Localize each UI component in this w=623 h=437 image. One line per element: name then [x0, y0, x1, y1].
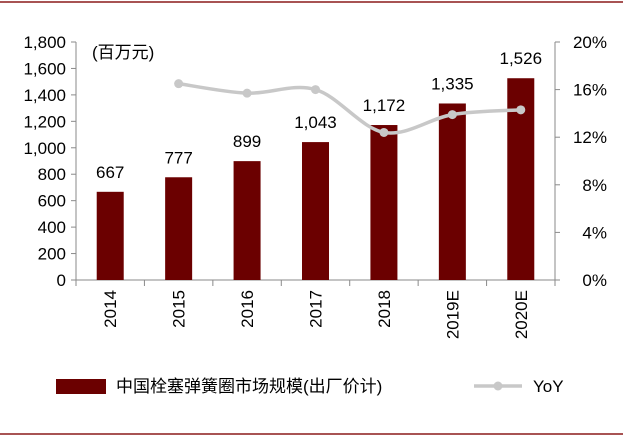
right-tick-label: 16%	[573, 81, 607, 100]
yoy-point	[174, 79, 184, 89]
bar-value-label: 1,335	[431, 74, 474, 93]
left-tick-label: 0	[57, 271, 66, 290]
bar-value-label: 777	[164, 148, 192, 167]
x-tick-label: 2017	[307, 290, 326, 328]
left-tick-label: 1,200	[23, 112, 66, 131]
x-tick-label: 2015	[170, 290, 189, 328]
left-tick-label: 800	[38, 165, 66, 184]
left-tick-label: 1,800	[23, 33, 66, 52]
left-tick-label: 200	[38, 245, 66, 264]
right-tick-label: 0%	[582, 271, 607, 290]
yoy-line-series	[174, 79, 526, 137]
left-tick-label: 400	[38, 218, 66, 237]
right-tick-label: 12%	[573, 128, 607, 147]
yoy-point	[447, 110, 457, 120]
legend-line-marker	[493, 381, 503, 391]
bar	[370, 125, 398, 280]
legend-line-label: YoY	[533, 377, 564, 396]
bar	[302, 142, 329, 280]
bar	[438, 103, 466, 280]
x-axis-ticks: 2014 2015 2016 2017 2018 2019E 2020E	[75, 280, 556, 339]
bar	[165, 177, 193, 280]
unit-label: (百万元)	[92, 43, 154, 62]
right-tick-label: 4%	[582, 223, 607, 242]
x-tick-label: 2020E	[512, 290, 531, 339]
legend-bar-label: 中国栓塞弹簧圈市场规模(出厂价计)	[116, 377, 382, 396]
yoy-point	[516, 105, 526, 115]
yoy-point	[311, 85, 320, 95]
left-axis-ticks: 0 200 400 600 800 1,000 1,200 1,400 1,600 1,800	[23, 33, 76, 290]
right-tick-label: 8%	[582, 176, 607, 195]
right-axis-ticks: 0% 4% 8% 12% 16% 20%	[555, 33, 607, 290]
left-tick-label: 600	[38, 192, 66, 211]
yoy-point	[242, 88, 252, 98]
right-tick-label: 20%	[573, 33, 607, 52]
x-tick-label: 2019E	[443, 290, 462, 339]
bar-value-label: 1,526	[500, 49, 543, 68]
bar-value-label: 1,043	[294, 113, 337, 132]
yoy-point	[379, 127, 389, 137]
bar-value-label: 1,172	[363, 96, 406, 115]
bar-value-label: 899	[233, 132, 261, 151]
left-tick-label: 1,600	[23, 59, 66, 78]
legend: 中国栓塞弹簧圈市场规模(出厂价计) YoY	[56, 377, 564, 396]
left-tick-label: 1,000	[23, 139, 66, 158]
bar	[96, 191, 124, 280]
bar-series	[96, 78, 535, 281]
bar	[233, 161, 261, 280]
bar-value-labels: 667 777 899 1,043 1,172 1,335 1,526	[96, 49, 542, 182]
x-tick-label: 2014	[101, 290, 120, 328]
x-tick-label: 2016	[238, 290, 257, 328]
x-tick-label: 2018	[375, 290, 394, 328]
legend-bar-swatch	[56, 379, 106, 394]
left-tick-label: 1,400	[23, 86, 66, 105]
bar-value-label: 667	[96, 163, 124, 182]
yoy-line-path	[178, 81, 521, 135]
